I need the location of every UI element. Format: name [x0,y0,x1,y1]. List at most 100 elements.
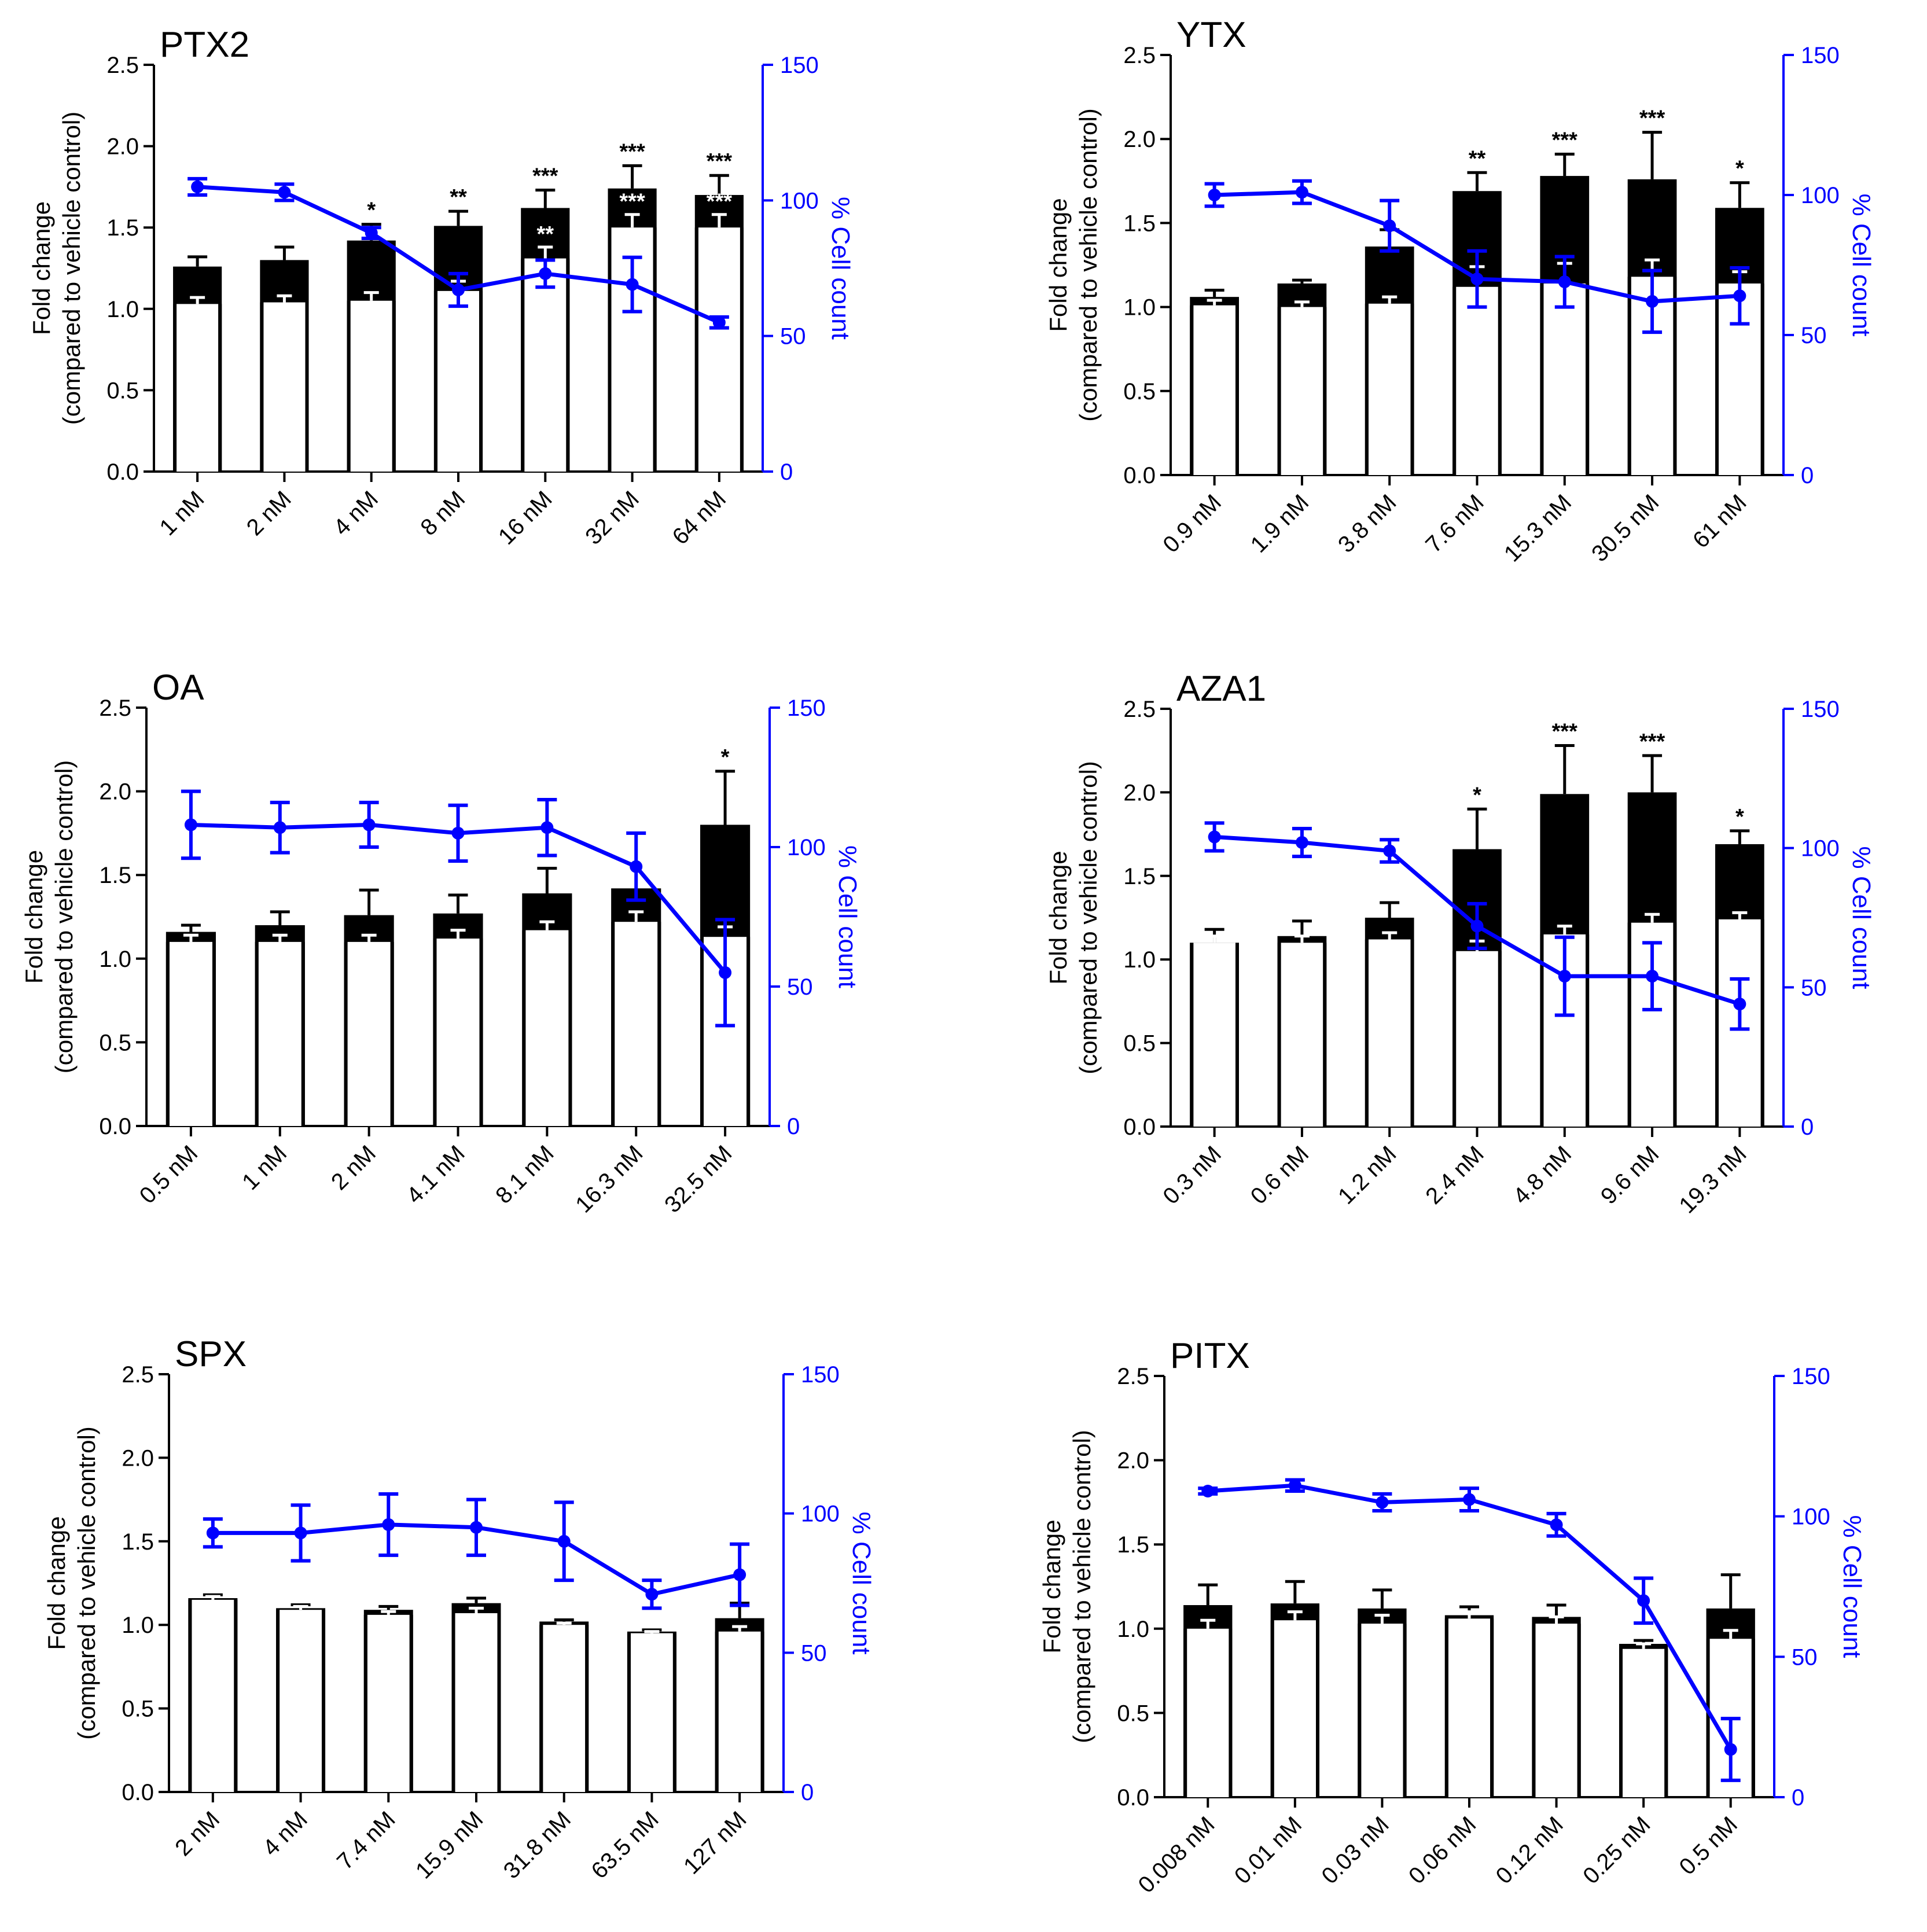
cell-count-point [1550,1518,1563,1532]
significance-marker: *** [1639,106,1665,131]
left-axis-label-line2: (compared to vehicle control) [73,1426,100,1740]
left-tick-label: 1.0 [1123,295,1156,321]
left-axis-label-line1: Fold change [28,201,55,335]
cell-count-point [712,316,726,329]
right-tick-label: 50 [1792,1644,1818,1670]
left-tick-label: 1.0 [106,297,139,322]
significance-marker: *** [707,149,733,174]
right-axis-label: % Cell count [1838,1515,1866,1658]
right-tick-label: 150 [1801,697,1840,722]
right-tick-label: 50 [1801,323,1827,348]
x-tick-label: 19.3 nM [1674,1141,1751,1218]
left-tick-label: 1.0 [1117,1617,1149,1642]
right-tick-label: 100 [1801,836,1840,862]
right-tick-label: 0 [1801,463,1814,488]
right-tick-label: 150 [787,695,826,721]
bar-white [698,227,740,472]
bar-white [169,941,213,1126]
right-tick-label: 150 [1801,43,1840,68]
bar-white [1543,283,1586,475]
left-tick-label: 1.5 [106,215,139,241]
right-tick-label: 0 [1801,1114,1814,1140]
x-tick-label: 0.6 nM [1246,1141,1314,1209]
bar-white [437,290,480,472]
left-tick-label: 2.5 [1123,697,1156,722]
x-tick-label: 32.5 nM [660,1140,737,1217]
left-tick-label: 0.0 [99,1114,131,1139]
right-tick-label: 100 [1792,1504,1830,1530]
significance-marker: * [1473,783,1481,807]
left-tick-label: 2.0 [106,134,139,160]
x-tick-label: 64 nM [667,486,731,550]
cell-count-point [540,821,554,834]
left-tick-label: 2.5 [122,1362,154,1388]
bar-white [1187,1628,1229,1797]
right-tick-label: 150 [801,1362,840,1388]
chart-panel-ytx: YTX 0.0 0.5 1.0 1.5 2.0 2.5 0 50 100 150 Fold chang… [1045,15,1875,567]
cell-count-point [191,180,204,193]
x-tick-label: 15.3 nM [1499,490,1576,566]
cell-count-point [1558,275,1571,289]
right-tick-label: 50 [787,974,813,1000]
significance-marker: ** [1469,146,1486,171]
cell-count-point [1724,1743,1737,1756]
bar-white [192,1599,234,1792]
left-axis-label-line1: Fold change [1045,198,1072,332]
left-axis-label-line2: (compared to vehicle control) [50,760,78,1074]
cell-count-point [1646,970,1659,983]
bar-white [1535,1624,1577,1797]
x-tick-label: 7.6 nM [1421,490,1489,558]
bar-white [543,1625,586,1792]
cell-count-point [452,283,465,296]
left-tick-label: 0.5 [106,378,139,403]
left-tick-label: 2.5 [1117,1364,1149,1389]
cell-count-point [1463,1493,1476,1506]
cell-count-point [1733,998,1746,1011]
left-tick-label: 0.5 [1123,1031,1156,1057]
left-tick-label: 2.0 [1123,780,1156,805]
chart-panel-aza1: AZA1 0.0 0.5 1.0 1.5 2.0 2.5 0 50 100 150 Fold chan… [1045,669,1875,1219]
left-tick-label: 0.5 [1123,379,1156,404]
cell-count-point [557,1534,571,1548]
left-tick-label: 1.5 [1123,864,1156,889]
cell-count-point [362,818,376,831]
bar-white [1456,286,1498,475]
cell-count-point [1295,186,1308,199]
right-tick-label: 100 [1801,183,1840,208]
left-tick-label: 2.0 [99,779,131,805]
bar-white [350,300,392,472]
x-tick-label: 15.9 nM [411,1806,488,1883]
right-tick-label: 100 [780,188,819,214]
bar-white [718,1631,761,1792]
cell-count-point [1208,189,1221,201]
significance-marker: *** [619,139,645,164]
bar-white [1361,1624,1403,1797]
x-tick-label: 0.9 nM [1158,490,1226,558]
x-tick-label: 30.5 nM [1587,490,1664,566]
cell-count-point [278,186,291,199]
cell-count-point [1295,836,1308,849]
x-tick-label: 4 nM [258,1806,312,1861]
bar-white [1622,1648,1665,1797]
left-axis-label-line1: Fold change [1038,1519,1065,1653]
chart-title: AZA1 [1176,669,1266,709]
significance-marker: *** [532,164,558,189]
chart-panel-spx: SPX 0.0 0.5 1.0 1.5 2.0 2.5 0 50 100 150 Fold chang… [43,1334,876,1884]
cell-count-point [1646,295,1659,308]
significance-marker: * [1735,157,1744,181]
bar-white [1448,1618,1491,1797]
left-tick-label: 1.5 [99,863,131,888]
x-tick-label: 2 nM [170,1806,225,1861]
x-tick-label: 4.1 nM [402,1140,470,1209]
cell-count-point [1208,830,1221,844]
right-tick-label: 50 [780,324,806,349]
cell-count-point [645,1588,659,1601]
cell-count-point [451,826,465,840]
right-tick-label: 0 [801,1780,814,1805]
left-axis-label-line1: Fold change [43,1516,70,1650]
cell-count-point [1376,1496,1389,1509]
left-tick-label: 1.5 [122,1529,154,1555]
bar-white [436,939,480,1126]
bar-white [1274,1620,1316,1797]
